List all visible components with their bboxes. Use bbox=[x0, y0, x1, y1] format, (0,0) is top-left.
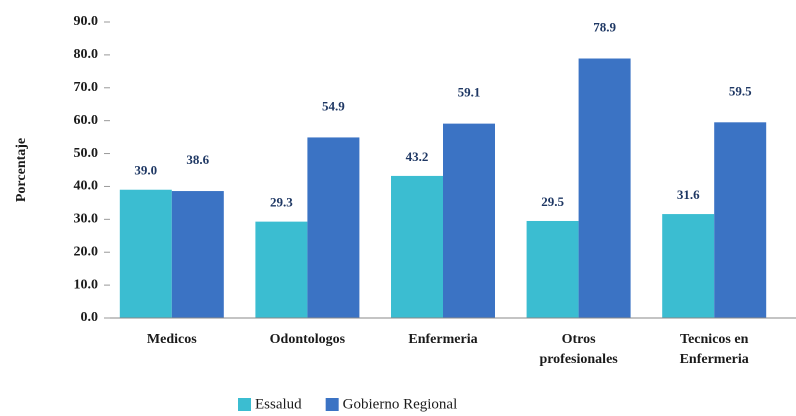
value-label: 29.3 bbox=[270, 195, 293, 210]
y-tick-label: 10.0 bbox=[74, 277, 99, 292]
legend-swatch bbox=[325, 398, 339, 411]
y-tick-label: 20.0 bbox=[74, 244, 99, 259]
x-tick-label: Medicos bbox=[147, 332, 197, 347]
bar bbox=[255, 221, 308, 318]
y-tick-label: 30.0 bbox=[74, 212, 99, 227]
x-tick-label: Odontologos bbox=[270, 332, 346, 347]
value-label: 43.2 bbox=[406, 149, 429, 164]
value-label: 39.0 bbox=[134, 163, 157, 178]
y-tick-label: 90.0 bbox=[74, 14, 99, 29]
bar bbox=[119, 189, 172, 318]
value-label: 59.1 bbox=[458, 85, 481, 100]
value-label: 29.5 bbox=[541, 194, 564, 209]
bar bbox=[443, 123, 495, 318]
y-tick-label: 80.0 bbox=[74, 47, 99, 62]
value-label: 31.6 bbox=[677, 187, 700, 202]
value-label: 38.6 bbox=[186, 152, 209, 167]
x-tick-label: Enfermeria bbox=[408, 332, 477, 347]
y-tick-label: 0.0 bbox=[81, 310, 99, 325]
y-tick-label: 70.0 bbox=[74, 80, 99, 95]
y-tick-label: 50.0 bbox=[74, 146, 99, 161]
x-tick-label: Otros profesionales bbox=[539, 332, 618, 367]
bar bbox=[714, 122, 767, 318]
y-tick-label: 40.0 bbox=[74, 179, 99, 194]
value-label: 54.9 bbox=[322, 98, 345, 113]
legend-label: Essalud bbox=[255, 396, 302, 412]
value-label: 59.5 bbox=[729, 83, 752, 98]
bar bbox=[307, 137, 360, 318]
bar bbox=[391, 175, 443, 318]
bar bbox=[526, 220, 579, 318]
x-tick-label: Tecnicos en Enfermeria bbox=[680, 332, 749, 367]
legend-label: Gobierno Regional bbox=[343, 396, 458, 412]
legend-swatch bbox=[238, 398, 251, 411]
y-tick-label: 60.0 bbox=[74, 113, 99, 128]
value-label: 78.9 bbox=[593, 19, 616, 34]
y-axis-title: Porcentaje bbox=[14, 138, 29, 202]
bar bbox=[662, 214, 715, 318]
bar bbox=[171, 191, 224, 318]
bar bbox=[578, 58, 631, 319]
